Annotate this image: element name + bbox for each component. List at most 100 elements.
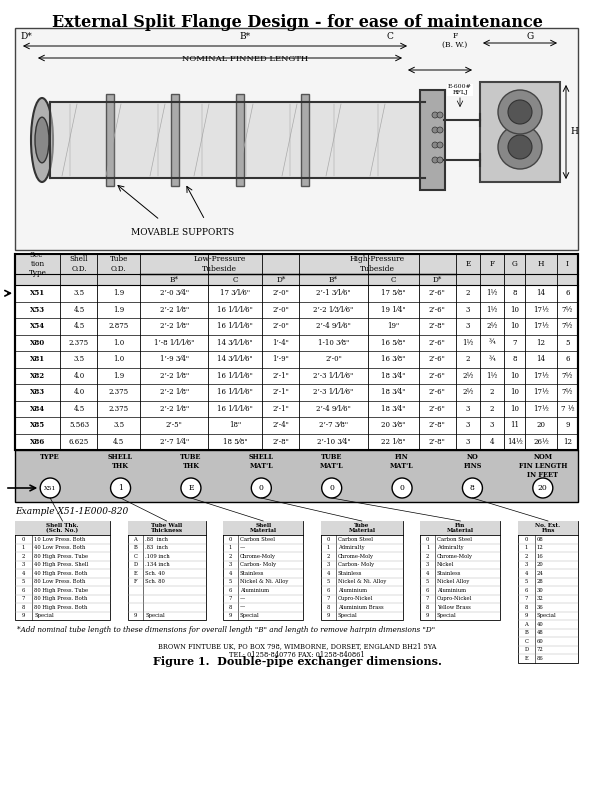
Text: 4: 4 [426, 571, 429, 576]
Circle shape [322, 478, 342, 498]
Text: NO
FINS: NO FINS [463, 453, 482, 470]
Text: B: B [134, 545, 137, 550]
Text: 1½: 1½ [486, 289, 498, 297]
Text: 1.9: 1.9 [113, 289, 124, 297]
Text: G: G [526, 32, 533, 41]
Text: 16 1⁄1⁄1⁄6": 16 1⁄1⁄1⁄6" [217, 305, 253, 313]
Text: SHELL
MAT'L: SHELL MAT'L [249, 453, 274, 470]
Text: SHELL
THK: SHELL THK [108, 453, 133, 470]
Text: 9: 9 [229, 613, 232, 618]
Text: 7½: 7½ [562, 322, 573, 330]
Text: Carbon- Moly: Carbon- Moly [239, 562, 276, 567]
Text: 7½: 7½ [562, 305, 573, 313]
Text: X86: X86 [30, 437, 45, 446]
Text: 2: 2 [466, 289, 470, 297]
Text: 6: 6 [327, 588, 330, 593]
Text: 1: 1 [22, 545, 25, 550]
Text: 1½: 1½ [486, 305, 498, 313]
Text: 2’-8": 2’-8" [273, 437, 289, 446]
Text: 2’-0": 2’-0" [325, 356, 342, 363]
Text: Admiralty: Admiralty [437, 545, 463, 550]
Circle shape [432, 157, 438, 163]
Text: —: — [239, 545, 245, 550]
Text: .109 inch: .109 inch [145, 554, 170, 559]
Text: 7: 7 [229, 596, 232, 601]
Text: 8: 8 [229, 605, 232, 610]
Text: 3: 3 [466, 305, 470, 313]
Text: 1-10 3⁄8": 1-10 3⁄8" [318, 339, 349, 347]
Text: D*: D* [276, 275, 286, 284]
Text: 0: 0 [329, 484, 334, 492]
Bar [15, 274, 578, 285]
Text: Carbon- Moly: Carbon- Moly [337, 562, 374, 567]
Text: 3.5: 3.5 [113, 421, 124, 429]
Text: 2’-6": 2’-6" [429, 289, 446, 297]
Text: 30: 30 [537, 588, 544, 593]
Text: B*: B* [239, 32, 251, 41]
Text: 2: 2 [489, 405, 494, 413]
Bar [15, 521, 110, 620]
Text: Aluminium: Aluminium [337, 588, 366, 593]
Text: High-Pressure
Tubeside: High-Pressure Tubeside [350, 255, 405, 273]
Text: Nickel & Ni. Alloy: Nickel & Ni. Alloy [239, 579, 288, 584]
Bar [15, 254, 578, 450]
Text: 7: 7 [327, 596, 330, 601]
Text: 7½: 7½ [562, 388, 573, 396]
Text: 2: 2 [525, 554, 528, 559]
Text: 1.9: 1.9 [113, 305, 124, 313]
Text: 16 3⁄8": 16 3⁄8" [381, 356, 406, 363]
Text: 4.5: 4.5 [73, 405, 84, 413]
Text: Special: Special [34, 613, 54, 618]
Text: 18": 18" [229, 421, 242, 429]
Text: 2’-8": 2’-8" [429, 421, 446, 429]
Text: 20: 20 [536, 421, 545, 429]
Text: 08: 08 [537, 537, 544, 542]
Text: .88  inch: .88 inch [145, 537, 168, 542]
Text: 17½: 17½ [533, 322, 549, 330]
Text: 2’-7 1⁄4": 2’-7 1⁄4" [160, 437, 189, 446]
Text: 1’-4": 1’-4" [273, 339, 289, 347]
Text: C: C [233, 275, 238, 284]
Text: G: G [512, 260, 518, 268]
Text: 2: 2 [489, 388, 494, 396]
Text: 17½: 17½ [533, 405, 549, 413]
Text: Admiralty: Admiralty [337, 545, 364, 550]
Text: 20: 20 [537, 562, 544, 567]
Text: D: D [525, 647, 529, 652]
Text: 3: 3 [490, 421, 494, 429]
Text: 5.563: 5.563 [69, 421, 89, 429]
Circle shape [508, 135, 532, 159]
Circle shape [463, 478, 482, 498]
Text: 16 1⁄1⁄1⁄6": 16 1⁄1⁄1⁄6" [217, 372, 253, 380]
Text: 1: 1 [229, 545, 232, 550]
Text: 3: 3 [466, 405, 470, 413]
Text: 2’-1 3⁄1⁄6": 2’-1 3⁄1⁄6" [316, 289, 351, 297]
Text: 1½: 1½ [462, 339, 473, 347]
Text: 1.0: 1.0 [113, 356, 124, 363]
Text: 60: 60 [537, 639, 544, 644]
Text: 16: 16 [537, 554, 544, 559]
Text: E: E [188, 484, 194, 492]
Text: ¾: ¾ [489, 339, 495, 347]
Text: X51: X51 [30, 289, 45, 297]
Text: .83  inch: .83 inch [145, 545, 168, 550]
Text: 1’-9": 1’-9" [273, 356, 289, 363]
Text: 3: 3 [22, 562, 25, 567]
Text: D*: D* [20, 32, 31, 41]
Text: E: E [134, 571, 137, 576]
Text: 40 Low Press. Both: 40 Low Press. Both [34, 545, 86, 550]
Text: 4.5: 4.5 [73, 305, 84, 313]
Text: E-600#
RFLJ: E-600# RFLJ [448, 84, 472, 95]
Text: X82: X82 [30, 372, 45, 380]
Text: 1.9: 1.9 [113, 372, 124, 380]
Text: Low-Pressure
Tubeside: Low-Pressure Tubeside [194, 255, 246, 273]
Text: 2½: 2½ [462, 388, 473, 396]
Text: Sec-
tion
Type: Sec- tion Type [29, 251, 47, 277]
Text: 12: 12 [537, 545, 544, 550]
Bar [518, 521, 578, 663]
Text: 9: 9 [426, 613, 429, 618]
Text: 14 3⁄1⁄1⁄6": 14 3⁄1⁄1⁄6" [217, 356, 253, 363]
Text: 9: 9 [22, 613, 25, 618]
Text: 2’-0": 2’-0" [273, 289, 289, 297]
Text: 20: 20 [538, 484, 548, 492]
